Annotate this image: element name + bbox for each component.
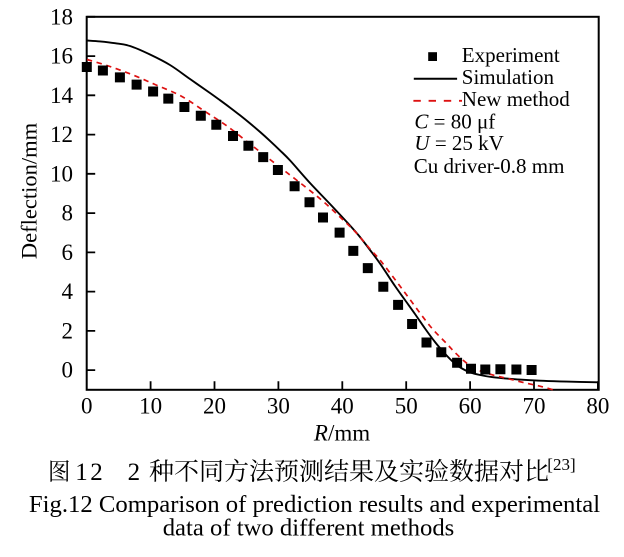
svg-text:C = 80 μf: C = 80 μf bbox=[414, 109, 495, 133]
svg-text:R/mm: R/mm bbox=[313, 421, 370, 446]
svg-text:20: 20 bbox=[203, 394, 226, 419]
svg-text:Deflection/mm: Deflection/mm bbox=[17, 122, 42, 259]
svg-text:6: 6 bbox=[62, 240, 74, 265]
svg-text:Experiment: Experiment bbox=[462, 43, 560, 67]
svg-text:data of two different methods: data of two different methods bbox=[163, 515, 455, 542]
svg-text:60: 60 bbox=[459, 394, 482, 419]
svg-text:50: 50 bbox=[395, 394, 418, 419]
svg-text:Fig.12 Comparison of predictio: Fig.12 Comparison of prediction results … bbox=[29, 491, 600, 518]
svg-text:U = 25 kV: U = 25 kV bbox=[414, 131, 503, 155]
svg-text:[23]: [23] bbox=[547, 455, 575, 474]
svg-text:70: 70 bbox=[523, 394, 546, 419]
svg-text:New method: New method bbox=[462, 87, 570, 111]
svg-text:Cu driver-0.8 mm: Cu driver-0.8 mm bbox=[414, 154, 565, 178]
svg-text:10: 10 bbox=[50, 161, 73, 186]
svg-text:18: 18 bbox=[50, 4, 73, 29]
svg-text:16: 16 bbox=[50, 44, 73, 69]
svg-text:4: 4 bbox=[62, 279, 74, 304]
svg-text:40: 40 bbox=[331, 394, 354, 419]
svg-text:80: 80 bbox=[586, 394, 609, 419]
svg-text:0: 0 bbox=[81, 394, 93, 419]
svg-text:12: 12 bbox=[75, 459, 105, 486]
svg-text:Simulation: Simulation bbox=[462, 65, 555, 89]
svg-text:10: 10 bbox=[139, 394, 162, 419]
svg-text:12: 12 bbox=[50, 122, 73, 147]
svg-text:14: 14 bbox=[50, 83, 74, 108]
svg-text:2: 2 bbox=[62, 318, 74, 343]
svg-text:8: 8 bbox=[62, 201, 74, 226]
svg-text:0: 0 bbox=[62, 358, 74, 383]
svg-text:30: 30 bbox=[267, 394, 290, 419]
svg-text:2: 2 bbox=[128, 459, 141, 486]
